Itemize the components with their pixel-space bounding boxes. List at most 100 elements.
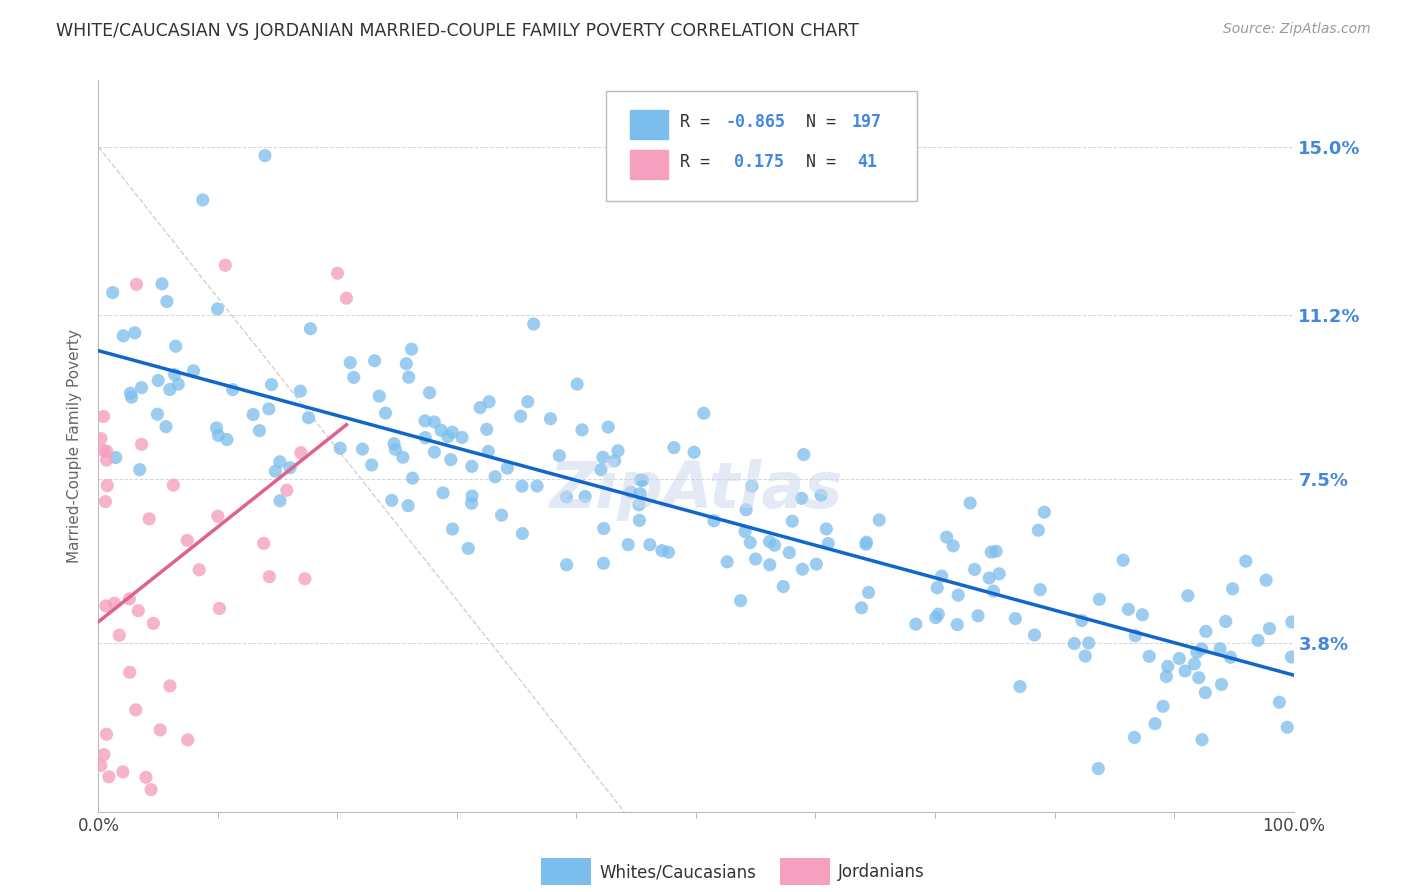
Point: [96, 453, 118, 467]
Point: [221, 383, 243, 397]
Point: [96, 727, 118, 741]
Point: [278, 460, 301, 475]
Point: [740, 535, 762, 549]
Point: [142, 616, 165, 631]
Point: [741, 479, 763, 493]
Point: [925, 610, 948, 624]
Text: Jordanians: Jordanians: [838, 863, 925, 881]
Point: [477, 444, 499, 458]
Text: WHITE/CAUCASIAN VS JORDANIAN MARRIED-COUPLE FAMILY POVERTY CORRELATION CHART: WHITE/CAUCASIAN VS JORDANIAN MARRIED-COU…: [56, 22, 859, 40]
Point: [451, 430, 474, 444]
Point: [963, 562, 986, 576]
Point: [167, 377, 190, 392]
Point: [984, 544, 1007, 558]
Point: [988, 566, 1011, 581]
Point: [1268, 695, 1291, 709]
Point: [1112, 553, 1135, 567]
Point: [475, 422, 498, 436]
Point: [927, 607, 949, 622]
Point: [159, 383, 181, 397]
Point: [540, 411, 562, 425]
Point: [135, 770, 157, 784]
Point: [118, 591, 141, 606]
Point: [983, 584, 1005, 599]
Point: [946, 617, 969, 632]
Point: [555, 490, 578, 504]
Point: [758, 534, 780, 549]
Point: [269, 455, 291, 469]
Point: [269, 493, 291, 508]
Point: [401, 471, 423, 485]
Point: [1063, 636, 1085, 650]
Point: [758, 558, 780, 572]
Point: [294, 572, 316, 586]
Point: [108, 628, 131, 642]
Point: [94, 599, 117, 613]
Point: [772, 580, 794, 594]
Point: [1033, 505, 1056, 519]
Point: [430, 423, 453, 437]
Point: [470, 401, 492, 415]
Point: [662, 441, 685, 455]
Point: [423, 445, 446, 459]
Point: [565, 377, 588, 392]
Point: [592, 557, 614, 571]
Point: [382, 436, 405, 450]
Point: [1156, 669, 1178, 683]
Point: [297, 410, 319, 425]
Point: [103, 596, 125, 610]
Point: [790, 491, 813, 506]
Point: [693, 406, 716, 420]
Point: [253, 148, 276, 162]
Text: Source: ZipAtlas.com: Source: ZipAtlas.com: [1223, 22, 1371, 37]
Point: [1184, 657, 1206, 671]
Point: [131, 381, 153, 395]
Point: [150, 277, 173, 291]
Point: [1088, 592, 1111, 607]
Point: [571, 423, 593, 437]
Point: [1137, 649, 1160, 664]
Point: [1191, 732, 1213, 747]
Point: [716, 555, 738, 569]
Point: [931, 569, 953, 583]
Point: [942, 539, 965, 553]
Point: [526, 479, 548, 493]
Point: [1118, 602, 1140, 616]
Text: -0.865: -0.865: [725, 113, 786, 131]
Point: [1177, 589, 1199, 603]
Point: [855, 535, 877, 549]
FancyBboxPatch shape: [630, 110, 668, 139]
Point: [264, 464, 287, 478]
Point: [149, 723, 172, 737]
Point: [128, 463, 150, 477]
Point: [1222, 582, 1244, 596]
Point: [607, 443, 630, 458]
Point: [104, 450, 127, 465]
Point: [363, 353, 385, 368]
Point: [548, 449, 571, 463]
Point: [484, 469, 506, 483]
Point: [1281, 650, 1303, 665]
Point: [778, 545, 800, 559]
Text: 41: 41: [858, 153, 877, 171]
Point: [423, 415, 446, 429]
Point: [457, 541, 479, 556]
Point: [1004, 612, 1026, 626]
Point: [1028, 523, 1050, 537]
Point: [460, 496, 482, 510]
Point: [335, 291, 357, 305]
Point: [935, 530, 957, 544]
Point: [589, 462, 612, 476]
Point: [127, 604, 149, 618]
Point: [592, 522, 614, 536]
Point: [620, 485, 643, 500]
Point: [868, 513, 890, 527]
Point: [1123, 629, 1146, 643]
Point: [1070, 614, 1092, 628]
Point: [1188, 671, 1211, 685]
Point: [329, 441, 352, 455]
Point: [1152, 699, 1174, 714]
Point: [1144, 716, 1167, 731]
Point: [858, 585, 880, 599]
Point: [112, 328, 135, 343]
